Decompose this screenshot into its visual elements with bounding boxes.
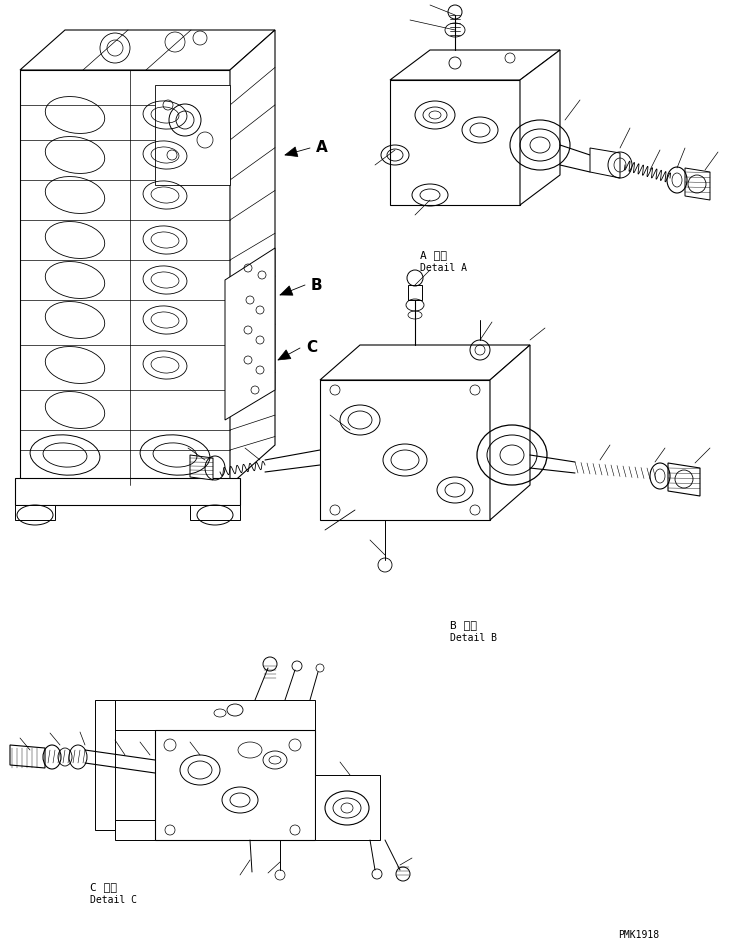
Polygon shape: [685, 168, 710, 200]
Polygon shape: [278, 350, 291, 360]
Polygon shape: [95, 700, 115, 830]
Polygon shape: [320, 380, 490, 520]
Polygon shape: [280, 286, 293, 295]
Polygon shape: [190, 505, 240, 520]
Text: A 詳細: A 詳細: [420, 250, 447, 260]
Polygon shape: [15, 505, 55, 520]
Polygon shape: [520, 50, 560, 205]
Polygon shape: [155, 730, 315, 840]
Polygon shape: [590, 148, 620, 178]
Polygon shape: [390, 50, 560, 80]
Polygon shape: [155, 85, 230, 185]
Text: C: C: [306, 340, 317, 355]
Text: Detail C: Detail C: [90, 895, 137, 905]
Text: B: B: [311, 277, 323, 293]
Text: PMK1918: PMK1918: [618, 930, 659, 940]
Text: A: A: [316, 141, 328, 156]
Polygon shape: [230, 30, 275, 485]
Text: B 詳細: B 詳細: [450, 620, 477, 630]
Polygon shape: [315, 775, 380, 840]
Polygon shape: [320, 345, 530, 380]
Polygon shape: [20, 70, 230, 485]
Polygon shape: [115, 700, 315, 730]
Polygon shape: [490, 345, 530, 520]
Polygon shape: [115, 820, 315, 840]
Text: C 詳細: C 詳細: [90, 882, 117, 892]
Polygon shape: [10, 745, 45, 768]
Polygon shape: [15, 478, 240, 505]
Polygon shape: [668, 463, 700, 496]
Polygon shape: [225, 248, 275, 420]
Text: Detail B: Detail B: [450, 633, 497, 643]
Text: Detail A: Detail A: [420, 263, 467, 273]
Polygon shape: [20, 30, 275, 70]
Polygon shape: [408, 285, 422, 300]
Polygon shape: [390, 80, 520, 205]
Polygon shape: [190, 455, 213, 480]
Polygon shape: [285, 147, 298, 157]
